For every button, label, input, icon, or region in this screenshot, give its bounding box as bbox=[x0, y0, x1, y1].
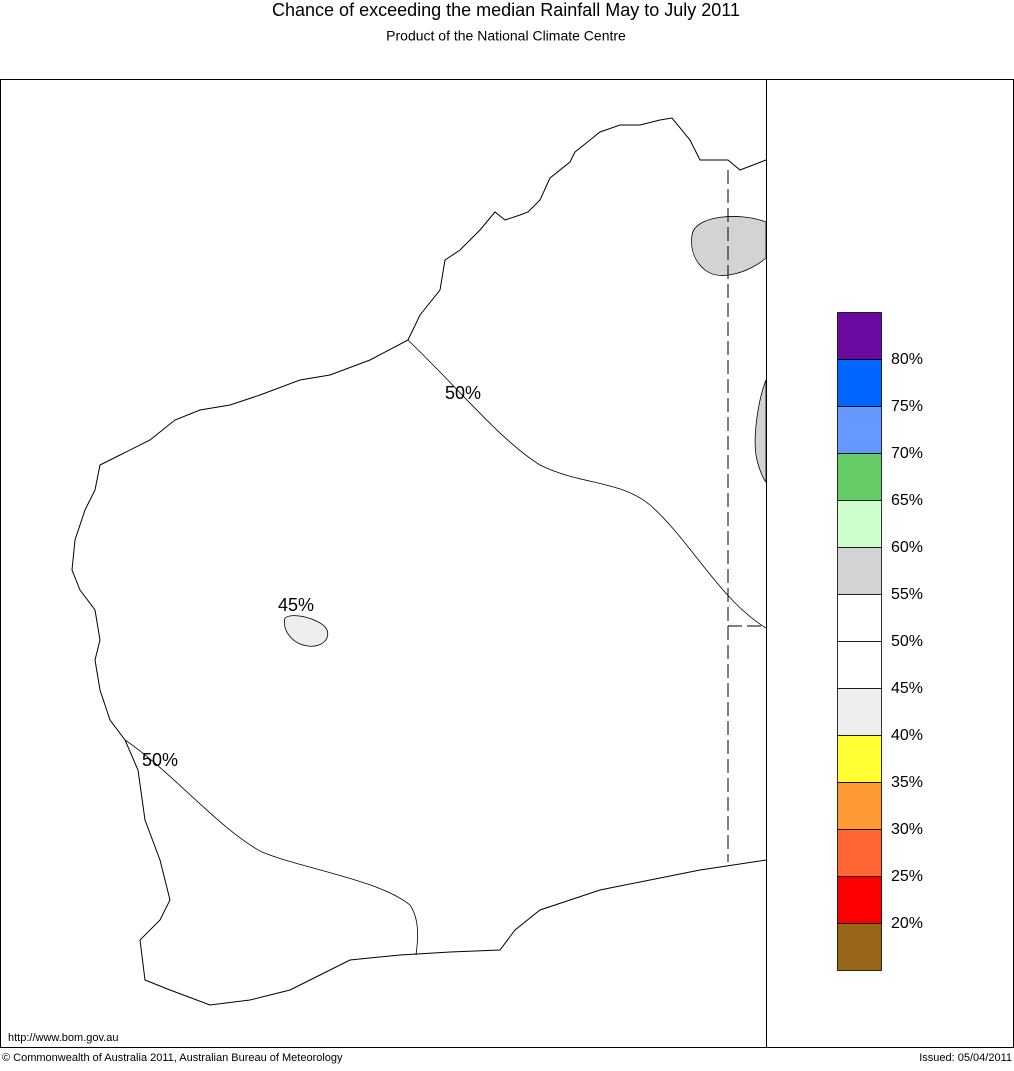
contour-label: 50% bbox=[142, 750, 178, 770]
legend-label: 25% bbox=[891, 868, 923, 885]
copyright: © Commonwealth of Australia 2011, Austra… bbox=[2, 1052, 343, 1064]
legend-label: 50% bbox=[891, 633, 923, 650]
shaded-region bbox=[691, 216, 767, 276]
url: http://www.bom.gov.au bbox=[8, 1032, 118, 1044]
shaded-region bbox=[754, 379, 767, 483]
legend-swatch bbox=[837, 876, 882, 924]
legend-label: 20% bbox=[891, 915, 923, 932]
shaded-region bbox=[284, 615, 329, 647]
contour-label: 50% bbox=[445, 383, 481, 403]
legend-swatch bbox=[837, 594, 882, 642]
legend: 80% 75% 70% 65% 60% 55% 50% 45% 40% 35% 30% 25% 20% bbox=[837, 312, 923, 971]
legend-swatch bbox=[837, 500, 882, 548]
legend-swatch bbox=[837, 829, 882, 877]
legend-label: 35% bbox=[891, 774, 923, 791]
legend-swatch bbox=[837, 406, 882, 454]
legend-swatch bbox=[837, 641, 882, 689]
legend-swatch bbox=[837, 312, 882, 360]
legend-swatch bbox=[837, 453, 882, 501]
contour-line bbox=[407, 339, 767, 629]
legend-swatch bbox=[837, 359, 882, 407]
coastline bbox=[71, 117, 767, 1006]
legend-swatch bbox=[837, 547, 882, 595]
legend-label: 60% bbox=[891, 539, 923, 556]
map: 50% 45% 50% bbox=[71, 117, 767, 1006]
legend-swatch bbox=[837, 923, 882, 971]
legend-label: 40% bbox=[891, 727, 923, 744]
title: Chance of exceeding the median Rainfall … bbox=[272, 0, 740, 20]
legend-swatch bbox=[837, 688, 882, 736]
issued: Issued: 05/04/2011 bbox=[919, 1052, 1012, 1064]
contour-line bbox=[124, 739, 419, 956]
legend-label: 70% bbox=[891, 445, 923, 462]
legend-label: 75% bbox=[891, 398, 923, 415]
legend-swatch bbox=[837, 782, 882, 830]
legend-label: 80% bbox=[891, 351, 923, 368]
legend-label: 30% bbox=[891, 821, 923, 838]
legend-label: 45% bbox=[891, 680, 923, 697]
contour-label: 45% bbox=[278, 595, 314, 615]
legend-label: 65% bbox=[891, 492, 923, 509]
subtitle: Product of the National Climate Centre bbox=[386, 28, 626, 44]
state-border bbox=[727, 170, 766, 862]
legend-label: 55% bbox=[891, 586, 923, 603]
legend-swatch bbox=[837, 735, 882, 783]
